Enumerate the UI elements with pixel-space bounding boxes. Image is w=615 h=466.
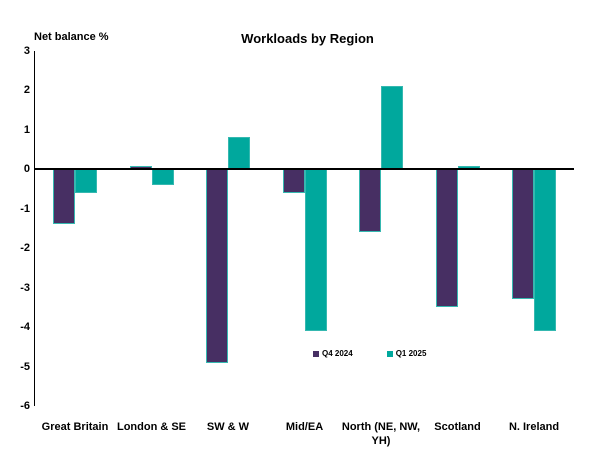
bar-q1-2025-sw-w: [228, 137, 250, 169]
y-axis-line: [34, 50, 35, 406]
x-axis-label-london-se: London & SE: [116, 421, 187, 433]
legend-item-q4-2024: Q4 2024: [313, 349, 353, 358]
x-axis-label-scotland: Scotland: [434, 421, 481, 433]
bar-q1-2025-n-ireland: [534, 169, 556, 331]
x-axis-label-great-britain: Great Britain: [41, 421, 109, 433]
legend-label-q4-2024: Q4 2024: [322, 349, 353, 358]
x-axis-label-north: North (NE, NW, YH): [341, 421, 421, 447]
bar-q4-2024-n-ireland: [512, 169, 534, 300]
x-axis-label-mid-ea: Mid/EA: [285, 421, 324, 433]
legend-swatch-q4-2024: [313, 350, 319, 357]
y-tick-label--1: -1: [20, 202, 30, 215]
legend-item-q1-2025: Q1 2025: [386, 349, 427, 358]
bar-q1-2025-great-britain: [75, 169, 97, 193]
y-tick-label--2: -2: [20, 242, 30, 254]
bar-q4-2024-mid-ea: [282, 169, 305, 193]
bar-q1-2025-london-se: [151, 169, 174, 185]
y-tick-label--5: -5: [20, 360, 30, 373]
x-axis-label-n-ireland: N. Ireland: [508, 421, 560, 433]
legend: Q4 2024 Q1 2025: [313, 349, 426, 358]
y-tick-label--6: -6: [20, 400, 30, 412]
chart-title: Workloads by Region: [241, 31, 374, 46]
y-tick-label-3: 3: [23, 44, 30, 57]
legend-swatch-q1-2025: [386, 350, 393, 357]
y-tick-label-1: 1: [23, 123, 30, 136]
bar-q4-2024-great-britain: [53, 169, 75, 225]
y-axis-title: Net balance %: [34, 31, 109, 43]
zero-axis-line: [34, 168, 574, 170]
y-tick-label--4: -4: [20, 321, 30, 333]
y-tick-label-2: 2: [23, 84, 30, 96]
y-tick-label-0: 0: [23, 163, 30, 175]
bar-q4-2024-scotland: [435, 169, 458, 308]
bar-q4-2024-north-ne-nw-yh: [359, 169, 381, 233]
y-tick-label--3: -3: [20, 281, 30, 294]
legend-label-q1-2025: Q1 2025: [395, 349, 427, 358]
bar-q1-2025-north-ne-nw-yh: [381, 86, 403, 169]
bar-q4-2024-sw-w: [206, 169, 228, 363]
bar-q1-2025-mid-ea: [304, 169, 327, 331]
x-axis-label-sw-w: SW & W: [206, 421, 250, 433]
